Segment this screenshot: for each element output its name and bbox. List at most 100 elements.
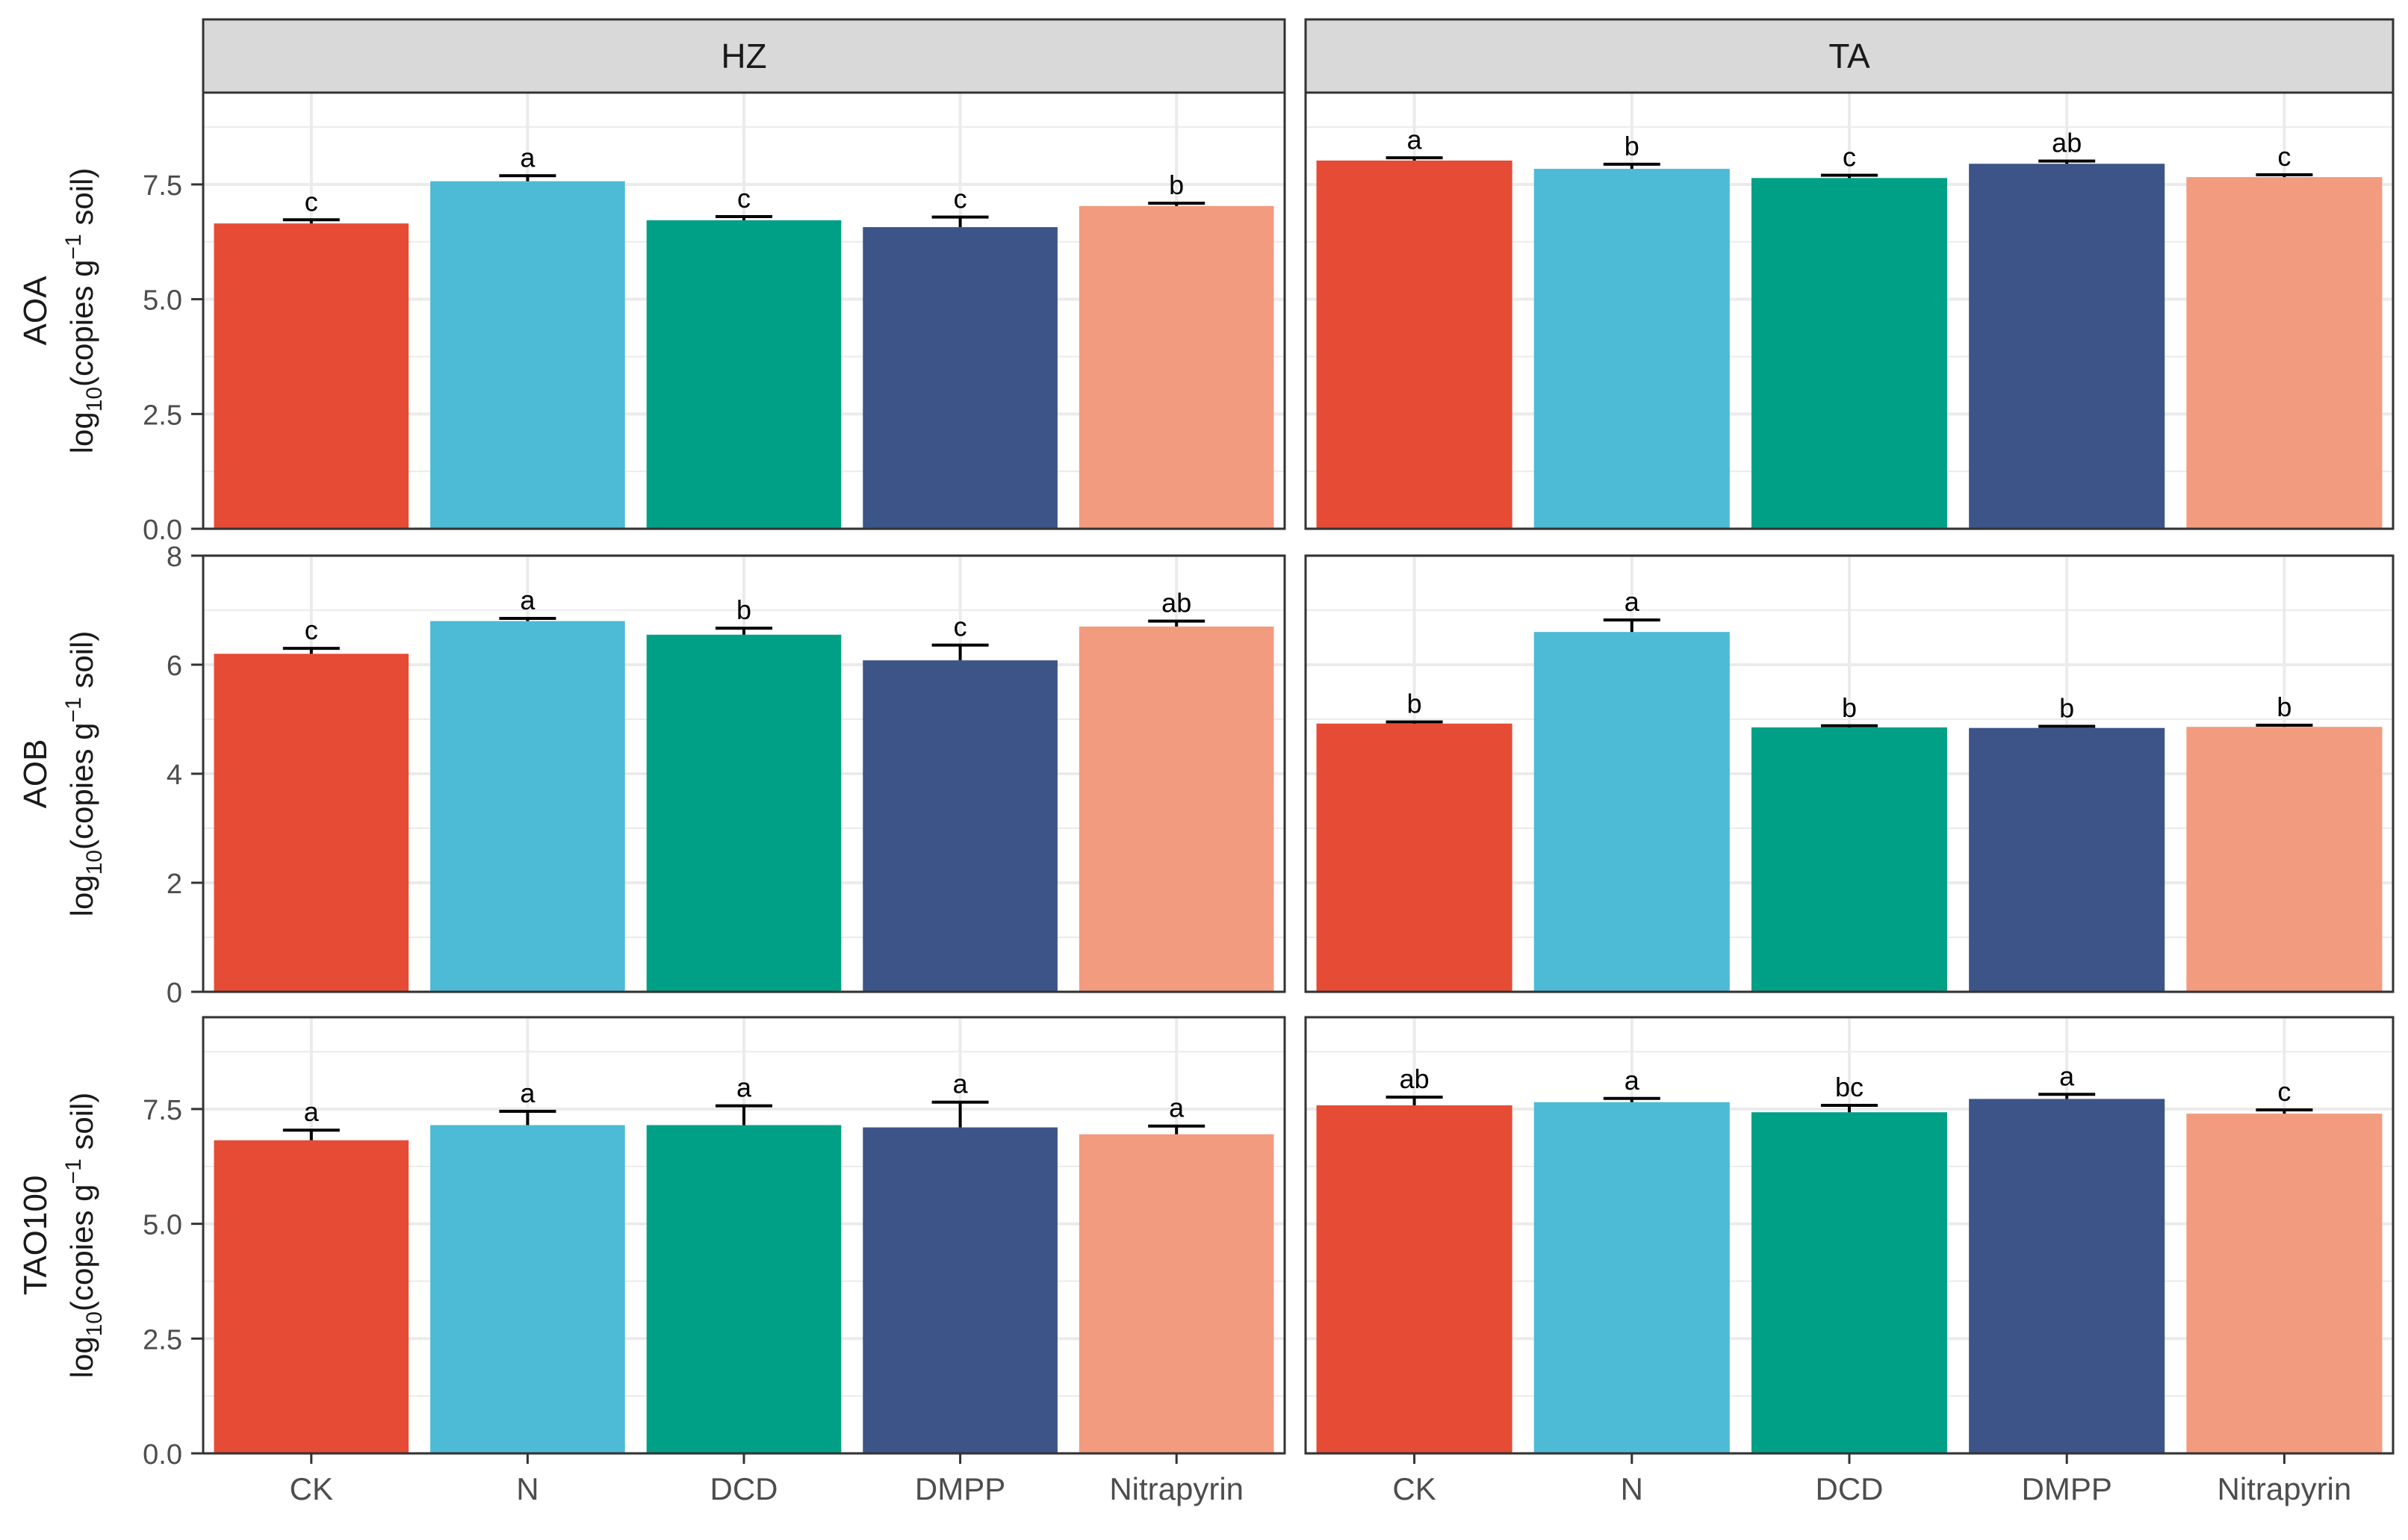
significance-letter: ab — [1161, 588, 1191, 618]
bar-ck — [1316, 1105, 1512, 1453]
significance-letter: a — [1625, 586, 1640, 617]
y-tick-label-tao100: 0.0 — [143, 1439, 182, 1471]
facet-label-ta: TA — [1828, 37, 1870, 75]
facet-label-hz: HZ — [721, 37, 766, 75]
y-tick-label-aob: 4 — [167, 760, 182, 791]
significance-letter: bc — [1835, 1072, 1864, 1102]
panel-border — [1304, 554, 2395, 993]
x-tick-label-ck: CK — [1392, 1471, 1436, 1506]
x-tick-label-dcd: DCD — [1816, 1471, 1884, 1506]
x-tick-label-ck: CK — [290, 1471, 333, 1506]
significance-letter: a — [520, 1078, 536, 1108]
panel-aob-ta: b a b b b — [1304, 554, 2395, 993]
significance-letter: b — [1842, 692, 1857, 723]
bar-nitrapyrin — [1079, 205, 1274, 529]
y-axis-label-aob: log10(copies g−1 soil) — [61, 631, 107, 917]
bar-dmpp — [863, 1127, 1058, 1453]
significance-letter: c — [954, 184, 967, 214]
bar-ck — [1316, 723, 1512, 992]
panel-border — [1304, 91, 2395, 530]
bar-nitrapyrin — [1079, 1134, 1274, 1453]
bar-dcd — [1751, 178, 1948, 529]
significance-letter: a — [2059, 1061, 2075, 1091]
x-tick-label-n: N — [516, 1471, 539, 1506]
y-tick-label-aob: 2 — [167, 869, 182, 900]
y-tick-label-aob: 8 — [167, 541, 182, 573]
bar-nitrapyrin — [2186, 177, 2383, 529]
x-tick-label-nitrapyrin: Nitrapyrin — [2218, 1471, 2352, 1506]
significance-letter: b — [1169, 170, 1184, 200]
y-tick-label-aob: 6 — [167, 651, 182, 682]
significance-letter: c — [305, 186, 318, 217]
significance-letter: a — [1625, 1065, 1640, 1096]
bar-dcd — [646, 1125, 842, 1453]
bar-dcd — [1751, 727, 1948, 992]
significance-letter: a — [736, 1072, 752, 1103]
panel-aoa-hz: c a c c b — [202, 91, 1286, 530]
significance-letter: c — [2277, 141, 2291, 172]
significance-letter: b — [1407, 689, 1422, 719]
bar-ck — [214, 1140, 409, 1453]
significance-letter: c — [2277, 1076, 2291, 1107]
y-tick-label-aoa: 0.0 — [143, 515, 182, 546]
y-tick-label-tao100: 2.5 — [143, 1324, 182, 1356]
y-axis-title-aob: AOB — [17, 739, 54, 809]
y-tick-label-aoa: 7.5 — [143, 170, 182, 202]
panel-border — [202, 91, 1286, 530]
bar-nitrapyrin — [2186, 727, 2383, 992]
significance-letter: a — [520, 142, 536, 173]
facet-strip-ta — [1304, 18, 2395, 94]
panel-tao100-ta: ab a bc a c — [1304, 1016, 2395, 1455]
bar-dmpp — [863, 227, 1058, 529]
y-axis-label-aoa: log10(copies g−1 soil) — [61, 168, 107, 454]
y-tick-label-aob: 0 — [167, 978, 182, 1009]
significance-letter: c — [305, 615, 318, 645]
panel-tao100-hz: aa a aa — [202, 1016, 1286, 1455]
significance-letter: a — [953, 1069, 969, 1099]
y-axis-title-tao100: TAO100 — [17, 1176, 54, 1296]
significance-letter: b — [736, 594, 751, 625]
bar-dmpp — [1969, 1099, 2165, 1453]
significance-letter: c — [954, 612, 967, 642]
bar-dmpp — [1969, 164, 2165, 529]
significance-letter: c — [737, 183, 751, 214]
bar-dmpp — [1969, 727, 2165, 992]
bar-ck — [1316, 160, 1512, 529]
bar-n — [1533, 1102, 1730, 1453]
bar-dcd — [1751, 1112, 1948, 1453]
panel-border — [202, 554, 1286, 993]
y-axis-title-aoa: AOA — [17, 276, 54, 346]
x-tick-label-n: N — [1621, 1471, 1643, 1506]
bar-nitrapyrin — [1079, 626, 1274, 992]
bar-dcd — [646, 220, 842, 529]
bar-n — [430, 1125, 625, 1453]
panel-aoa-ta: a b c ab c — [1304, 91, 2395, 530]
significance-letter: b — [2277, 692, 2291, 722]
significance-letter: a — [1407, 124, 1423, 155]
bar-ck — [214, 653, 409, 992]
y-tick-label-tao100: 5.0 — [143, 1210, 182, 1241]
y-tick-label-tao100: 7.5 — [143, 1095, 182, 1126]
bar-n — [430, 621, 625, 992]
bar-n — [430, 181, 625, 529]
significance-letter: a — [520, 585, 536, 615]
y-tick-label-aoa: 5.0 — [143, 285, 182, 317]
significance-letter: b — [2059, 692, 2074, 723]
significance-letter: b — [1625, 131, 1639, 161]
significance-letter: a — [1169, 1093, 1185, 1123]
y-axis-label-tao100: log10(copies g−1 soil) — [61, 1093, 107, 1379]
y-tick-label-aoa: 2.5 — [143, 400, 182, 431]
significance-letter: ab — [2052, 128, 2082, 158]
x-tick-label-nitrapyrin: Nitrapyrin — [1109, 1471, 1244, 1506]
significance-letter: ab — [1400, 1064, 1430, 1094]
bar-nitrapyrin — [2186, 1114, 2383, 1453]
bar-dcd — [646, 634, 842, 992]
significance-letter: a — [304, 1096, 320, 1127]
bar-n — [1533, 169, 1730, 529]
bar-ck — [214, 223, 409, 529]
significance-letter: c — [1843, 142, 1856, 173]
facet-strip-hz — [202, 18, 1286, 94]
bar-dmpp — [863, 660, 1058, 992]
